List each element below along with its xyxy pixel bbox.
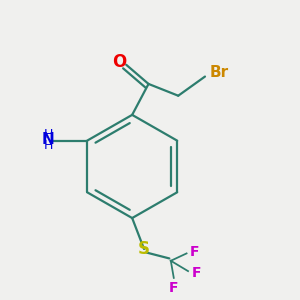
Text: Br: Br (209, 64, 229, 80)
Text: S: S (138, 240, 150, 258)
Text: O: O (112, 53, 127, 71)
Text: H: H (44, 128, 53, 141)
Text: H: H (44, 140, 53, 152)
Text: N: N (42, 132, 55, 147)
Text: F: F (192, 266, 201, 280)
Text: F: F (169, 281, 178, 296)
Text: F: F (190, 245, 200, 259)
